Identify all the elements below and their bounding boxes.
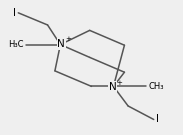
Text: +: + [116,80,122,86]
Text: I: I [156,114,158,124]
Text: N: N [109,82,116,92]
Text: +: + [65,36,71,42]
Text: H₃C: H₃C [8,40,24,49]
Text: CH₃: CH₃ [148,82,164,91]
Text: N: N [57,39,65,49]
Text: I: I [14,8,16,18]
